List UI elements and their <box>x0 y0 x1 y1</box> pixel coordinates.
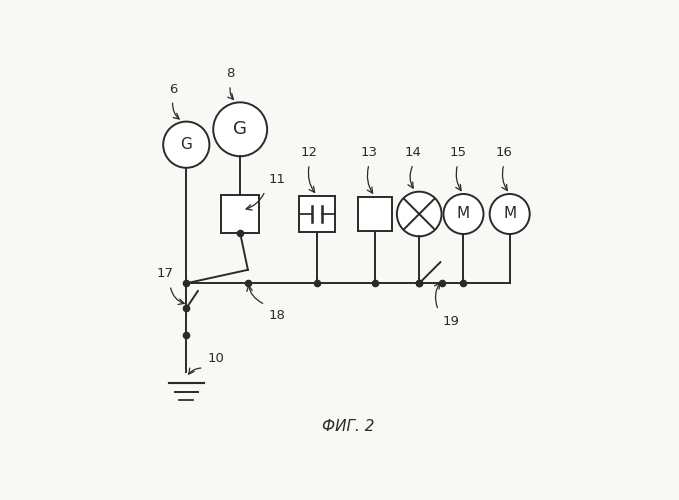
Text: 8: 8 <box>226 68 235 80</box>
Text: 19: 19 <box>442 315 459 328</box>
Circle shape <box>443 194 483 234</box>
Text: 15: 15 <box>449 146 466 160</box>
Text: 12: 12 <box>301 146 318 160</box>
Text: G: G <box>181 137 192 152</box>
Text: ФИГ. 2: ФИГ. 2 <box>322 419 374 434</box>
Circle shape <box>490 194 530 234</box>
Text: 16: 16 <box>496 146 513 160</box>
Text: 10: 10 <box>208 352 224 365</box>
Text: M: M <box>503 206 516 222</box>
Circle shape <box>163 122 209 168</box>
Text: 6: 6 <box>168 83 177 96</box>
Bar <box>299 196 335 232</box>
Text: 18: 18 <box>269 310 286 322</box>
Text: 13: 13 <box>361 146 378 160</box>
Bar <box>221 195 259 234</box>
Circle shape <box>213 102 267 156</box>
Text: 11: 11 <box>269 174 286 186</box>
Text: G: G <box>234 120 247 138</box>
Bar <box>358 196 392 232</box>
Text: 14: 14 <box>405 146 422 160</box>
Text: 17: 17 <box>157 267 174 280</box>
Text: M: M <box>457 206 470 222</box>
Circle shape <box>397 192 441 236</box>
